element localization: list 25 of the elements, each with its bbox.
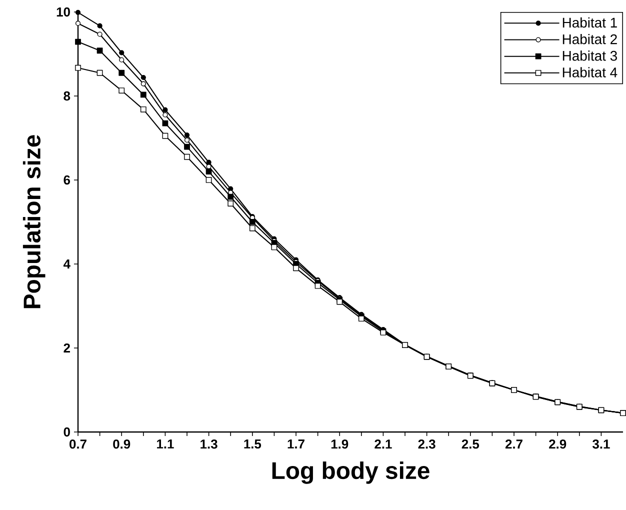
x-tick-label: 2.9 xyxy=(549,440,566,449)
x-tick-label: 0.9 xyxy=(113,440,130,449)
x-tick-label: 1.1 xyxy=(157,440,174,448)
x-tick-label: 1.5 xyxy=(244,440,262,449)
y-tick-label: 10 xyxy=(56,7,70,17)
legend-label: Habitat 3 xyxy=(562,50,617,61)
y-tick-label: 4 xyxy=(63,260,70,268)
y-axis-title: Population size xyxy=(22,135,46,308)
y-tick-label: 6 xyxy=(64,175,70,185)
legend-label: Habitat 2 xyxy=(562,34,617,44)
x-tick-label: 1.9 xyxy=(331,440,348,449)
legend-label: Habitat 1 xyxy=(562,17,617,28)
x-axis-title: Log body size xyxy=(272,462,430,484)
y-tick-label: 0 xyxy=(64,427,70,437)
x-tick-label: 3.1 xyxy=(592,440,610,449)
x-tick-label: 2.3 xyxy=(418,440,436,449)
x-tick-label: 2.1 xyxy=(374,440,392,449)
x-tick-label: 2.7 xyxy=(505,440,522,449)
y-tick-label: 2 xyxy=(64,343,70,353)
x-tick-label: 0.7 xyxy=(70,440,86,449)
x-tick-label: 2.5 xyxy=(462,440,480,449)
x-tick-label: 1.7 xyxy=(288,440,304,448)
x-tick-label: 1.3 xyxy=(200,440,218,449)
legend-label: Habitat 4 xyxy=(562,67,618,78)
y-tick-label: 8 xyxy=(64,91,70,101)
